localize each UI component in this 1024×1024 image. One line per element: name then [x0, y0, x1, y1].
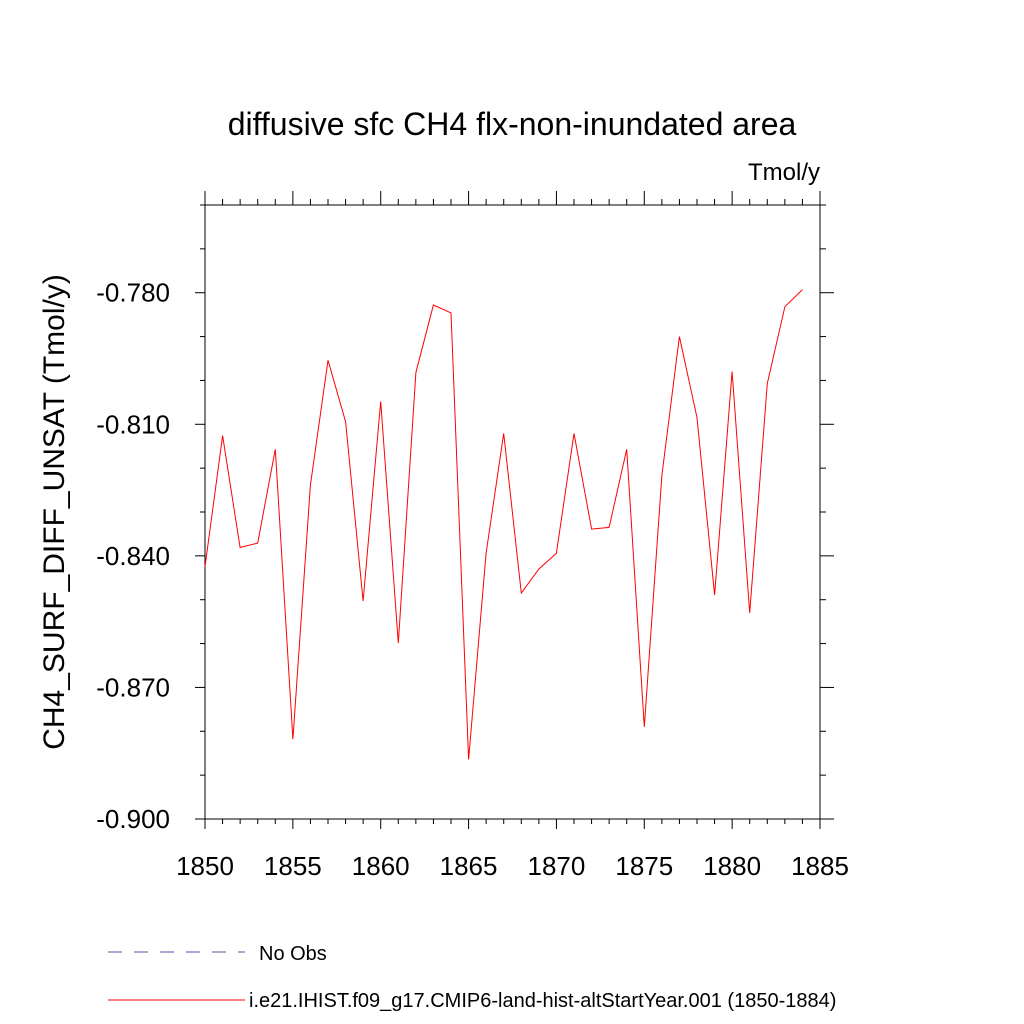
legend-series-label: i.e21.IHIST.f09_g17.CMIP6-land-hist-altS… — [249, 990, 836, 1012]
y-tick-label: -0.810 — [96, 409, 170, 439]
y-tick-label: -0.900 — [96, 804, 170, 834]
legend: No Obs i.e21.IHIST.f09_g17.CMIP6-land-hi… — [108, 943, 836, 1012]
y-tick-label: -0.780 — [96, 278, 170, 308]
chart-title: diffusive sfc CH4 flx-non-inundated area — [228, 106, 797, 142]
legend-no-obs-label: No Obs — [259, 943, 327, 965]
x-tick-label: 1860 — [352, 851, 410, 881]
x-tick-label: 1880 — [703, 851, 761, 881]
x-tick-label: 1885 — [791, 851, 849, 881]
y-axis-label: CH4_SURF_DIFF_UNSAT (Tmol/y) — [38, 274, 71, 750]
x-tick-label: 1855 — [264, 851, 322, 881]
axis-ticks: 1850 1855 1860 1865 1870 1875 1880 1885 -0.900 -0… — [96, 191, 849, 881]
x-tick-label: 1875 — [615, 851, 673, 881]
y-tick-label: -0.870 — [96, 672, 170, 702]
units-label: Tmol/y — [748, 159, 820, 186]
series-lines — [204, 289, 803, 760]
series-line — [204, 289, 803, 760]
x-tick-label: 1850 — [176, 851, 234, 881]
x-tick-label: 1870 — [528, 851, 586, 881]
y-tick-label: -0.840 — [96, 541, 170, 571]
x-tick-label: 1865 — [440, 851, 498, 881]
